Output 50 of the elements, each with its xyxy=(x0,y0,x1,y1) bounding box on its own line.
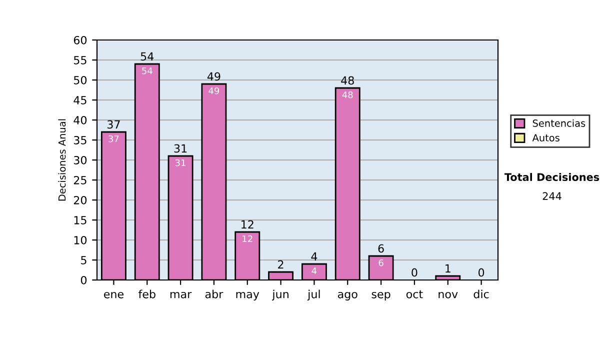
total-label: 4 xyxy=(311,252,318,260)
y-tick-label: 55 xyxy=(74,56,86,64)
x-tick-label: ene xyxy=(104,292,124,298)
data-label: 37 xyxy=(108,135,119,142)
data-label: 49 xyxy=(208,87,220,94)
text: 244 xyxy=(542,192,562,200)
x-tick-label: dic xyxy=(474,290,489,298)
y-tick-label: 60 xyxy=(74,36,87,44)
x-tick-label: ago xyxy=(338,292,358,300)
y-tick-label: 5 xyxy=(81,256,86,264)
x-tick-label: mar xyxy=(170,292,192,298)
x-tick-label: nov xyxy=(438,292,458,298)
x-tick-label: jul xyxy=(307,290,320,300)
y-tick-label: 25 xyxy=(74,176,86,184)
y-tick-label: 45 xyxy=(74,96,86,104)
total-label: 1 xyxy=(446,264,450,272)
data-label: 48 xyxy=(342,91,353,98)
x-tick-label: may xyxy=(236,292,260,300)
total-label: 12 xyxy=(242,220,254,228)
x-tick-label: sep xyxy=(372,292,390,300)
y-tick-label: 0 xyxy=(80,276,87,284)
total-label: 54 xyxy=(140,52,154,61)
y-tick-label: 50 xyxy=(74,76,87,84)
x-tick-label: abr xyxy=(205,290,224,298)
text: Total Decisiones xyxy=(504,172,600,182)
data-label: 6 xyxy=(378,259,384,266)
y-axis-title: Decisiones Anual xyxy=(58,119,66,201)
total-label: 37 xyxy=(107,120,120,129)
data-label: 31 xyxy=(175,159,186,166)
total-label: 0 xyxy=(478,268,484,277)
x-tick-label: feb xyxy=(138,290,156,298)
legend-label: Sentencias xyxy=(532,119,586,127)
total-label: 31 xyxy=(174,144,187,153)
y-tick-label: 35 xyxy=(74,136,86,144)
y-tick-label: 40 xyxy=(74,116,87,124)
x-tick-label: oct xyxy=(406,290,423,298)
legend-label: Autos xyxy=(532,134,560,142)
total-label: 2 xyxy=(278,260,284,268)
data-label: 4 xyxy=(312,267,317,274)
total-label: 49 xyxy=(207,72,220,81)
y-tick-label: 20 xyxy=(74,196,87,204)
y-tick-label: 10 xyxy=(74,236,87,244)
y-tick-label: 15 xyxy=(74,216,86,224)
total-label: 0 xyxy=(412,268,418,277)
data-label: 54 xyxy=(142,67,152,74)
total-label: 6 xyxy=(378,244,384,253)
x-tick-label: jun xyxy=(272,290,288,300)
y-tick-label: 30 xyxy=(74,156,87,164)
data-label: 12 xyxy=(242,235,252,242)
total-label: 48 xyxy=(341,76,354,85)
